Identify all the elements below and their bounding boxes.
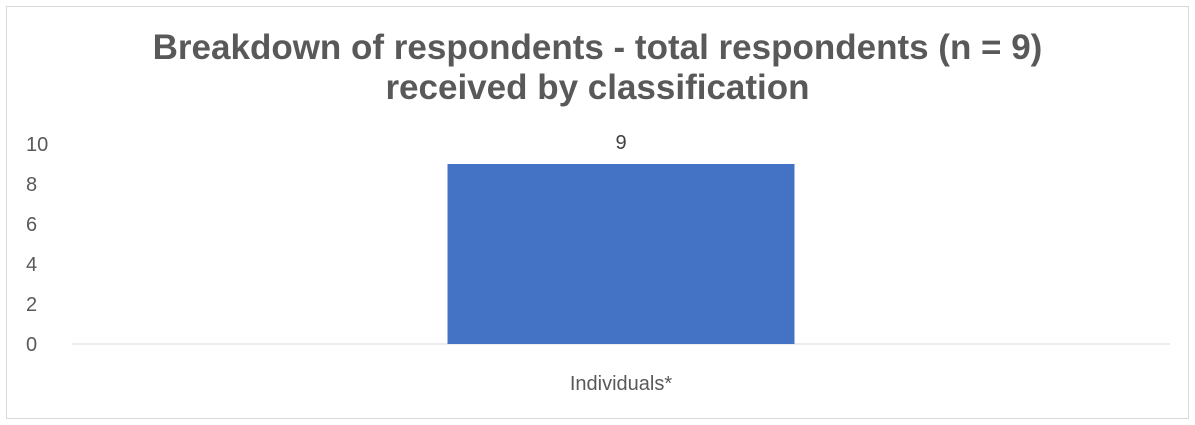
y-tick-label-4: 8: [26, 174, 37, 196]
x-tick-label-0: Individuals*: [570, 373, 673, 395]
y-tick-label-2: 4: [26, 254, 37, 276]
data-label-0: 9: [615, 132, 626, 154]
y-tick-label-5: 10: [26, 134, 48, 156]
y-tick-label-1: 2: [26, 294, 37, 316]
y-tick-label-3: 6: [26, 214, 37, 236]
chart-title: Breakdown of respondents - total respond…: [0, 28, 1195, 108]
chart-title-line-2: received by classification: [385, 68, 810, 107]
bar-0: [447, 164, 795, 344]
y-tick-label-0: 0: [26, 334, 37, 356]
chart-title-line-1: Breakdown of respondents - total respond…: [152, 28, 1043, 67]
